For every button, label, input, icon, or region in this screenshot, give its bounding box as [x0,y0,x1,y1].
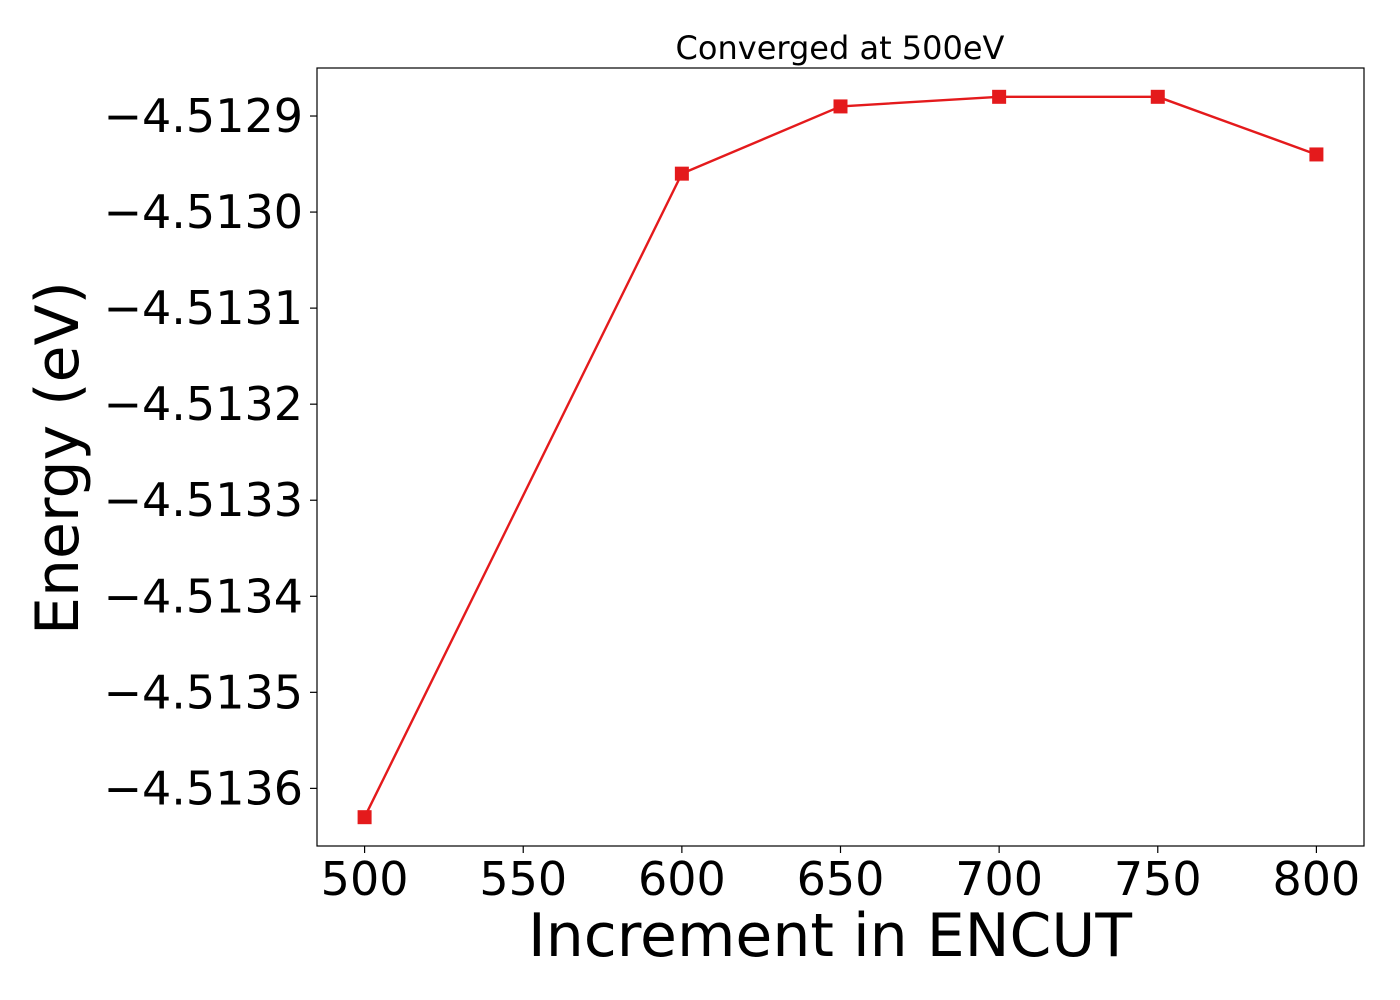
y-tick-label: −4.5136 [104,761,304,815]
data-point-marker [833,99,848,114]
plot-frame [316,67,1365,847]
data-point-marker [674,166,689,181]
data-point-marker [357,810,372,825]
y-tick-label: −4.5131 [104,281,304,335]
y-tick-label: −4.5135 [104,665,304,719]
x-tick-label: 700 [955,852,1043,906]
x-tick-label: 600 [638,852,726,906]
x-axis-title: Increment in ENCUT [528,901,1132,971]
data-point-marker [992,89,1007,104]
y-tick-label: −4.5132 [104,377,304,431]
data-point-marker [1309,147,1324,162]
y-axis-title: Energy (eV) [23,281,93,635]
series-line [363,95,1317,818]
y-tick-label: −4.5133 [104,473,304,527]
plot-area: 500 550 600 650 700 750 800 −4.5136 −4.5135 −4.51… [104,67,1365,906]
data-point-marker [1150,89,1165,104]
y-tick-label: −4.5130 [104,185,304,239]
x-tick-label: 500 [321,852,409,906]
y-tick-label: −4.5134 [104,569,304,623]
x-tick-label: 750 [1114,852,1202,906]
x-tick-label: 550 [479,852,567,906]
chart-title: Converged at 500eV [676,29,1005,67]
y-tick-label: −4.5129 [104,89,304,143]
x-tick-label: 650 [797,852,885,906]
x-tick-label: 800 [1273,852,1361,906]
